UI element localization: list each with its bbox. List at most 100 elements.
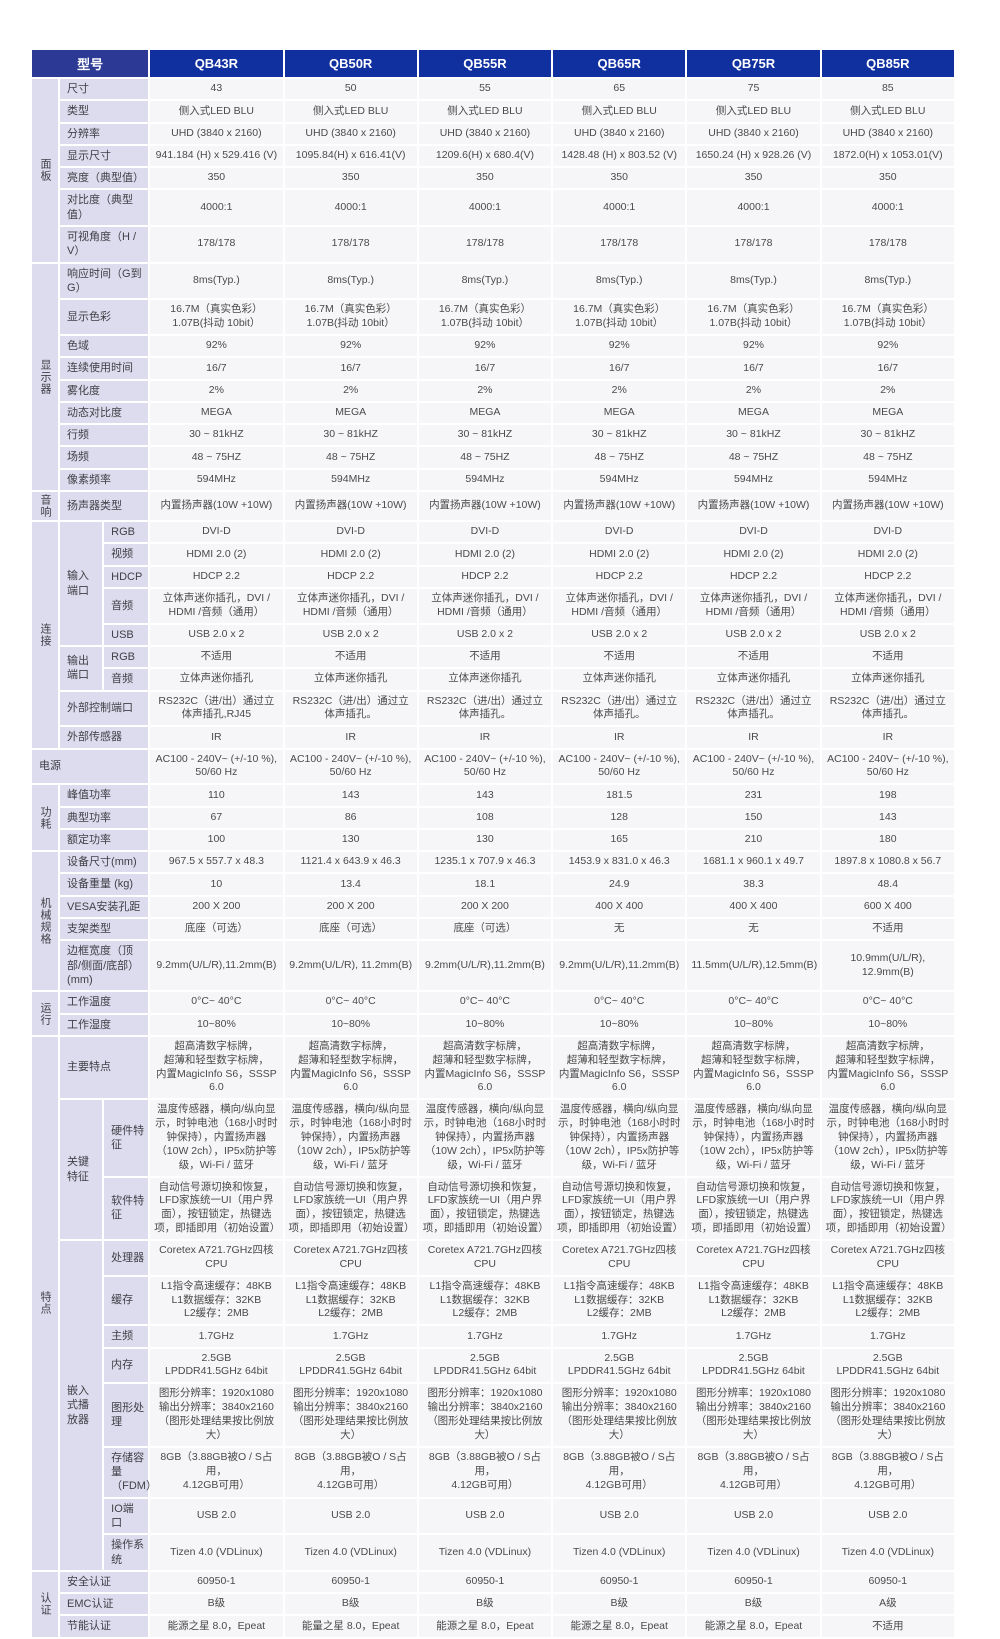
spec-cell: 温度传感器，横向/纵向显示，时钟电池（168小时时钟保持），内置扬声器（10W … [685,1098,822,1178]
spec-cell: 92% [685,333,822,359]
row-label: 亮度（典型值） [58,166,151,191]
spec-cell: 210 [685,827,822,853]
spec-cell: 16/7 [148,356,285,381]
spec-cell: 图形分辨率：1920x1080 输出分辨率：3840x2160 （图形处理结果按… [148,1382,285,1448]
spec-cell: 130 [282,827,419,853]
table-row: 雾化度 2% 2% 2% 2% 2% 2% [31,378,957,403]
spec-cell: 16.7M（真实色彩）1.07B(抖动 10bit） [685,298,822,336]
spec-cell: MEGA [282,400,419,426]
spec-cell: UHD (3840 x 2160) [416,121,554,146]
table-row: 设备重量 (kg) 10 13.4 18.1 24.9 38.3 48.4 [31,872,957,897]
spec-cell: 10~80% [551,1012,688,1037]
spec-cell: RS232C（进/出）通过立体声插孔,RJ45 [148,689,285,728]
table-row: 存储容量（FDM） 8GB（3.88GB被O / S占用， 4.12GB可用） 8G… [31,1445,957,1499]
group-label: 功耗 [29,783,61,853]
spec-cell: 110 [148,783,285,808]
table-row: 亮度（典型值） 350 350 350 350 350 350 [31,166,957,191]
row-label: 输入端口 [58,520,105,647]
spec-cell: 48 ~ 75HZ [685,445,822,470]
spec-cell: 4000:1 [416,188,554,228]
spec-cell: RS232C（进/出）通过立体声插孔。 [819,689,957,728]
row-label: EMC认证 [58,1592,151,1617]
spec-cell: HDMI 2.0 (2) [282,542,419,567]
row-label: 雾化度 [58,378,151,403]
spec-cell: B级 [148,1592,285,1617]
spec-cell: L1指令高速缓存：48KB L1数据缓存：32KB L2缓存：2MB [819,1274,957,1327]
table-row: 对比度（典型值） 4000:1 4000:1 4000:1 4000:1 4000:1 40… [31,188,957,228]
spec-cell: UHD (3840 x 2160) [148,121,285,146]
spec-cell: 9.2mm(U/L/R),11.2mm(B) [551,939,688,993]
table-row: 软件特征 自动信号源切换和恢复，LFD家族统一UI（用户界面），按钮锁定，热键选项… [31,1175,957,1242]
table-row: 支架类型 底座（可选） 底座（可选） 底座（可选）无无不适用 [31,917,957,942]
spec-cell: 30 ~ 81kHZ [282,423,419,448]
spec-cell: HDCP 2.2 [551,564,688,589]
spec-cell: 侧入式LED BLU [685,99,822,124]
spec-cell: USB 2.0 x 2 [282,622,419,647]
row-label: 嵌入式播放器 [58,1239,105,1572]
row-label: 设备重量 (kg) [58,872,151,897]
group-label: 连接 [29,520,61,750]
spec-cell: 1095.84(H) x 616.41(V) [282,143,419,169]
group-label: 面板 [29,77,61,264]
spec-cell: 立体声迷你插孔，DVI / HDMI /音频（通用） [685,586,822,625]
spec-cell: 温度传感器，横向/纵向显示，时钟电池（168小时时钟保持），内置扬声器（10W … [819,1098,957,1178]
sub-row-label: 内存 [102,1346,151,1385]
row-label: 支架类型 [58,917,151,942]
row-label: 尺寸 [58,76,151,102]
model-header: QB55R [416,48,554,79]
spec-cell: 16/7 [685,356,822,381]
spec-cell: 16/7 [551,356,688,381]
spec-cell: 48 ~ 75HZ [416,445,554,470]
table-row: 特点 主要特点 超高清数字标牌， 超薄和轻型数字标牌， 内置MagicInfo S6… [29,1034,957,1572]
spec-cell: 0°C~ 40°C [416,990,554,1015]
spec-cell: 不适用 [819,1614,957,1639]
table-row: 缓存 L1指令高速缓存：48KB L1数据缓存：32KB L2缓存：2MB L1指令… [31,1274,957,1327]
spec-cell: 60950-1 [282,1569,419,1595]
spec-cell: 10.9mm(U/L/R), 12.9mm(B) [819,939,957,993]
spec-cell: 立体声迷你插孔，DVI / HDMI /音频（通用） [819,586,957,625]
spec-cell: 2% [148,378,285,403]
row-label: 行频 [58,423,151,448]
spec-cell: 143 [819,805,957,830]
spec-cell: 超高清数字标牌， 超薄和轻型数字标牌， 内置MagicInfo S6，SSSP … [819,1034,957,1101]
model-header: QB50R [282,48,419,79]
spec-cell: 108 [416,805,554,830]
spec-cell: 立体声迷你插孔，DVI / HDMI /音频（通用） [148,586,285,625]
spec-cell: 16.7M（真实色彩）1.07B(抖动 10bit） [551,298,688,336]
spec-cell: Tizen 4.0 (VDLinux) [685,1533,822,1572]
spec-cell: 4000:1 [148,188,285,228]
spec-cell: 594MHz [685,467,822,493]
spec-cell: 1.7GHz [282,1324,419,1349]
spec-cell: 温度传感器，横向/纵向显示，时钟电池（168小时时钟保持），内置扬声器（10W … [282,1098,419,1178]
row-label: 设备尺寸(mm) [58,850,151,875]
spec-cell: HDCP 2.2 [416,564,554,589]
spec-cell: 侧入式LED BLU [819,99,957,124]
sub-row-label: 操作系统 [102,1533,151,1572]
spec-cell: USB 2.0 [416,1496,554,1536]
spec-cell: 200 X 200 [282,894,419,920]
sub-row-label: HDCP [102,564,151,589]
spec-cell: 2% [685,378,822,403]
spec-cell: 10~80% [148,1012,285,1037]
spec-cell: Coretex A721.7GHz四核CPU [148,1239,285,1277]
spec-cell: 178/178 [551,225,688,264]
spec-cell: 16/7 [416,356,554,381]
spec-cell: Tizen 4.0 (VDLinux) [148,1533,285,1572]
spec-cell: MEGA [148,400,285,426]
spec-cell: 能源之星 8.0，Epeat [148,1614,285,1639]
spec-cell: 1428.48 (H) x 803.52 (V) [551,143,688,169]
spec-cell: DVI-D [148,520,285,545]
spec-cell: 侧入式LED BLU [148,99,285,124]
spec-cell: Tizen 4.0 (VDLinux) [819,1533,957,1572]
spec-cell: HDCP 2.2 [148,564,285,589]
spec-cell: 178/178 [685,225,822,264]
spec-cell: 350 [685,166,822,191]
table-row: HDCP HDCP 2.2 HDCP 2.2 HDCP 2.2 HDCP 2.2 HDCP… [31,564,957,589]
spec-cell: 67 [148,805,285,830]
spec-cell: 无 [685,917,822,942]
spec-cell: UHD (3840 x 2160) [551,121,688,146]
spec-cell: 2% [551,378,688,403]
spec-cell: 能源之星 8.0，Epeat [551,1614,688,1639]
spec-cell: 超高清数字标牌， 超薄和轻型数字标牌， 内置MagicInfo S6，SSSP … [282,1034,419,1101]
spec-cell: 10 [148,872,285,897]
